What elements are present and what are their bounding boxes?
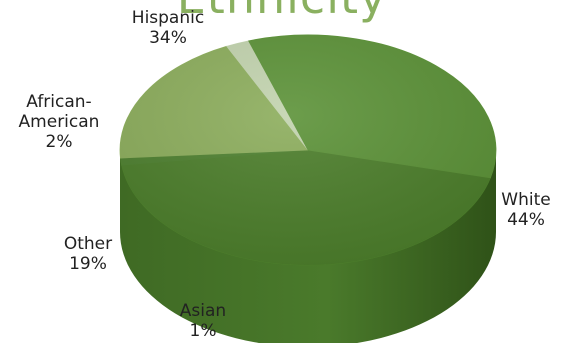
label-african-american-line2: American [18,112,100,132]
pie-side-wall [120,150,496,343]
label-other-value: 19% [69,254,107,274]
label-african-american-value: 2% [45,132,73,152]
label-hispanic-value: 34% [149,28,187,48]
label-hispanic: Hispanic 34% [108,8,228,48]
pie-top-shading [120,35,496,265]
label-asian: Asian 1% [158,301,248,341]
chart-title: Ethnicity [0,0,564,24]
pie-top-face [119,34,497,266]
label-hispanic-name: Hispanic [131,8,205,28]
label-asian-value: 1% [189,321,217,341]
label-white-name: White [501,190,551,210]
label-asian-name: Asian [179,301,227,321]
label-white-value: 44% [507,210,545,230]
label-african-american-line1: African- [26,92,92,112]
label-other-name: Other [63,234,113,254]
label-white: White 44% [488,190,564,230]
label-african-american: African- American 2% [4,92,114,152]
pie-side-surface [120,150,496,343]
label-other: Other 19% [48,234,128,274]
